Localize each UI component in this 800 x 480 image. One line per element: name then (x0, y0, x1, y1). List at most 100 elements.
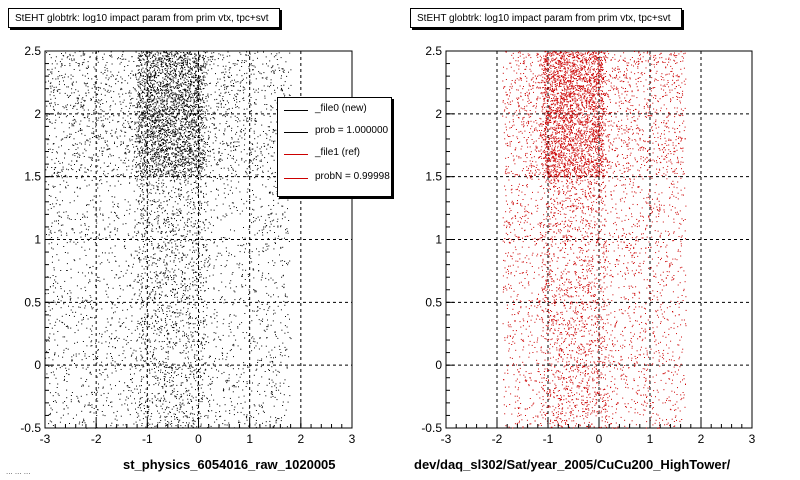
scatter-point (195, 114, 197, 116)
scatter-point (207, 138, 209, 140)
scatter-point (80, 55, 82, 57)
scatter-point (196, 175, 197, 177)
scatter-point (152, 121, 154, 123)
scatter-point (226, 179, 228, 181)
scatter-point (190, 164, 192, 166)
scatter-point (126, 146, 128, 148)
scatter-point (195, 380, 197, 382)
scatter-point (267, 126, 269, 128)
scatter-point (263, 51, 264, 53)
scatter-point (248, 294, 250, 295)
scatter-point (182, 152, 184, 154)
scatter-point (157, 87, 158, 89)
scatter-point (186, 73, 188, 74)
scatter-point (171, 51, 173, 53)
scatter-point (148, 140, 150, 142)
scatter-point (150, 124, 152, 126)
scatter-point (185, 391, 187, 393)
scatter-point (71, 58, 72, 60)
scatter-point (166, 254, 168, 256)
scatter-point (161, 341, 163, 343)
scatter-point (158, 157, 160, 159)
scatter-point (284, 414, 286, 416)
scatter-point (145, 230, 147, 232)
scatter-point (191, 84, 193, 86)
scatter-point (273, 71, 275, 73)
scatter-point (151, 84, 153, 86)
scatter-point (151, 94, 153, 95)
scatter-point (153, 187, 155, 189)
scatter-point (151, 241, 153, 242)
scatter-point (160, 345, 162, 347)
scatter-point (178, 84, 180, 86)
scatter-point (96, 391, 98, 393)
scatter-point (225, 91, 227, 93)
scatter-point (54, 97, 56, 99)
scatter-point (187, 111, 189, 113)
scatter-point (201, 127, 203, 129)
scatter-point (169, 59, 171, 61)
scatter-point (80, 224, 82, 226)
scatter-point (169, 136, 170, 138)
scatter-point (183, 98, 185, 100)
scatter-point (262, 250, 264, 252)
scatter-point (198, 70, 199, 72)
scatter-point (183, 412, 185, 414)
scatter-point (97, 280, 99, 281)
scatter-point (190, 201, 192, 203)
scatter-point (154, 77, 155, 79)
scatter-point (209, 263, 211, 265)
scatter-point (262, 402, 264, 404)
scatter-point (151, 401, 153, 403)
scatter-point (72, 75, 74, 77)
scatter-point (168, 118, 170, 120)
scatter-point (126, 343, 128, 345)
scatter-point (264, 223, 266, 224)
scatter-point (181, 126, 183, 128)
scatter-point (161, 236, 163, 238)
scatter-point (192, 208, 194, 210)
scatter-point (54, 231, 56, 233)
scatter-point (91, 78, 93, 80)
scatter-point (180, 240, 182, 241)
scatter-point (263, 251, 265, 253)
scatter-point (188, 111, 189, 113)
scatter-point (191, 197, 193, 199)
scatter-point (252, 59, 254, 61)
scatter-point (170, 275, 171, 277)
scatter-point (128, 265, 129, 267)
scatter-point (156, 77, 157, 79)
scatter-point (162, 114, 164, 116)
scatter-point (203, 153, 205, 155)
scatter-point (233, 146, 235, 148)
scatter-point (222, 237, 224, 238)
scatter-point (151, 155, 153, 157)
scatter-point (237, 345, 239, 347)
scatter-point (256, 169, 258, 171)
scatter-point (81, 246, 83, 248)
scatter-point (262, 422, 263, 424)
scatter-point (146, 74, 148, 76)
scatter-point (66, 370, 67, 372)
scatter-point (221, 373, 223, 375)
scatter-point (199, 106, 201, 108)
scatter-point (197, 319, 199, 321)
scatter-point (224, 130, 226, 132)
scatter-point (56, 175, 58, 177)
scatter-point (207, 227, 209, 229)
scatter-point (99, 150, 100, 152)
scatter-point (158, 154, 160, 156)
scatter-point (168, 73, 170, 75)
scatter-point (257, 306, 259, 308)
scatter-point (236, 382, 238, 383)
scatter-point (166, 149, 168, 151)
scatter-point (272, 107, 274, 109)
scatter-point (174, 92, 176, 94)
scatter-point (198, 172, 200, 174)
scatter-point (137, 104, 139, 106)
scatter-point (248, 242, 250, 244)
scatter-point (185, 57, 187, 59)
scatter-point (95, 52, 97, 54)
scatter-point (139, 87, 141, 89)
scatter-point (196, 290, 198, 292)
